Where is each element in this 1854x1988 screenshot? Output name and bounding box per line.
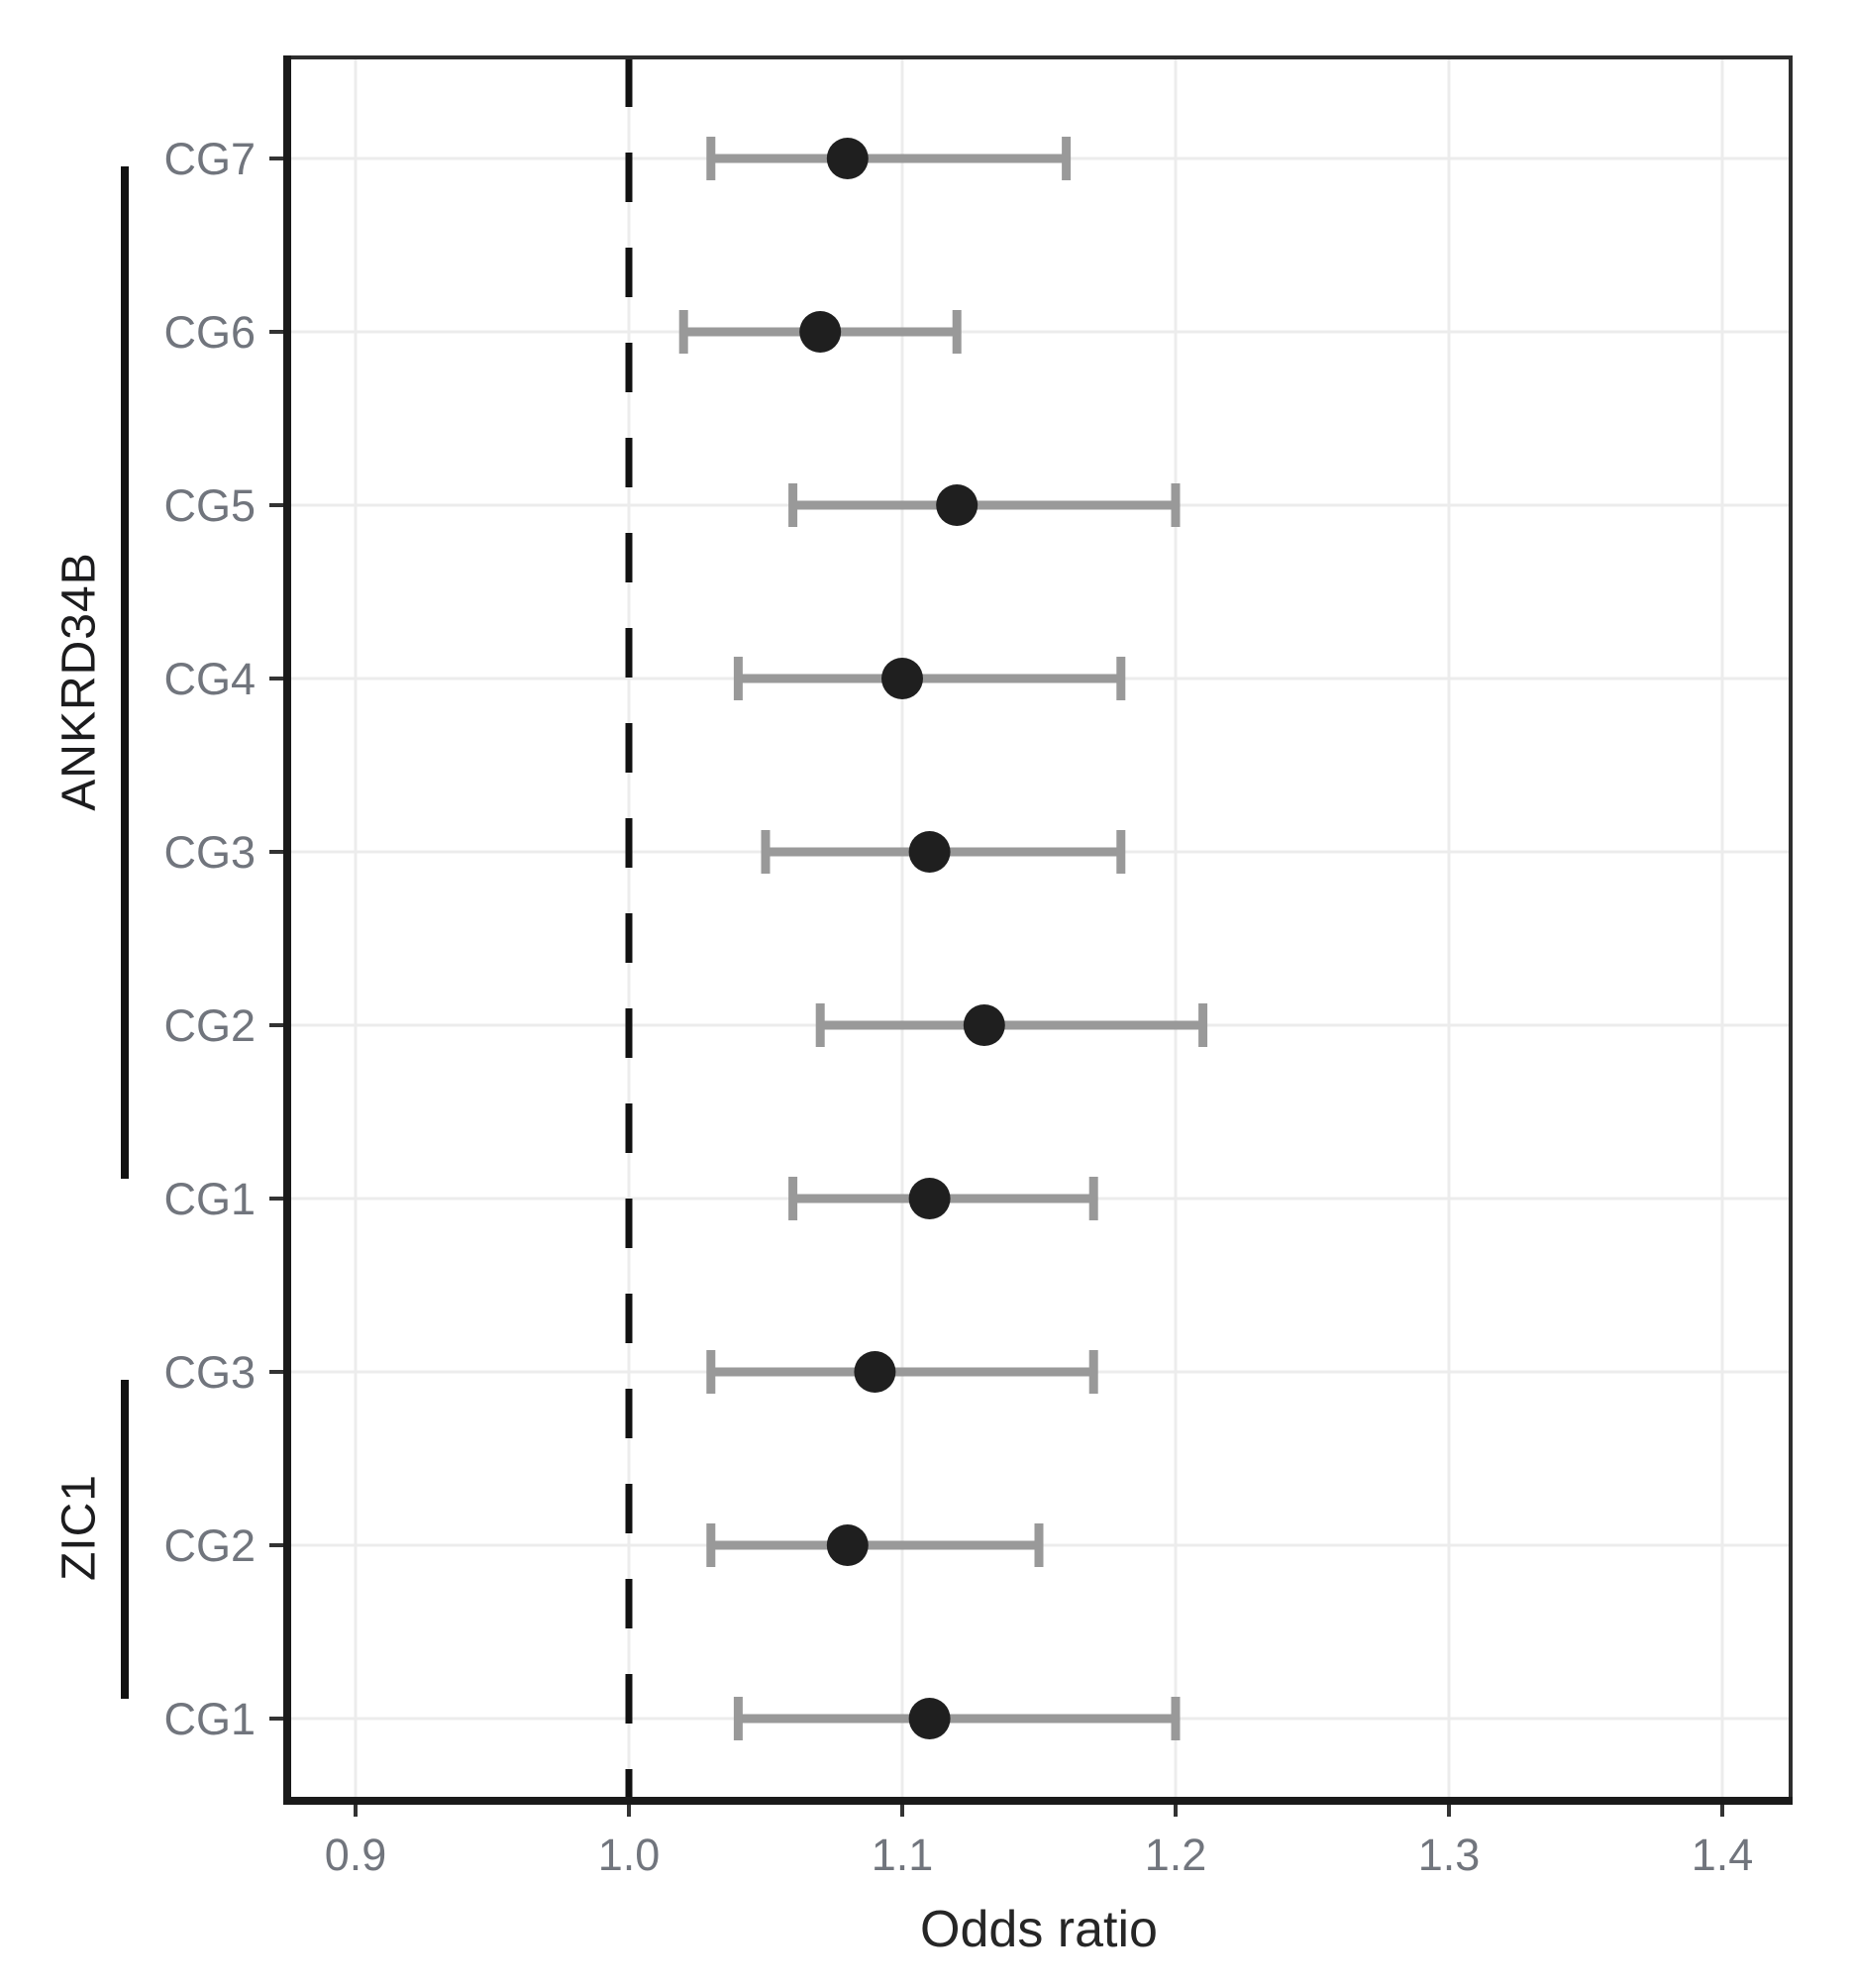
gene-label-ankrd34b: ANKRD34B: [52, 552, 106, 811]
row-label: CG2: [163, 1520, 256, 1571]
point-marker: [881, 658, 923, 699]
row-label: CG4: [163, 654, 256, 704]
point-marker: [799, 311, 842, 353]
row-label: CG3: [163, 1347, 256, 1398]
x-axis-title: Odds ratio: [920, 1901, 1158, 1958]
gene-label-zic1: ZIC1: [52, 1473, 106, 1582]
point-marker: [826, 1524, 869, 1566]
x-tick-label: 1.3: [1418, 1830, 1481, 1880]
point-marker: [963, 1004, 1005, 1046]
point-marker: [854, 1351, 896, 1393]
row-label: CG7: [163, 134, 256, 184]
point-marker: [908, 1178, 951, 1219]
x-tick-label: 1.1: [872, 1830, 934, 1880]
x-tick-label: 1.2: [1145, 1830, 1207, 1880]
point-marker: [826, 138, 869, 179]
point-marker: [936, 484, 978, 526]
row-label: CG2: [163, 1000, 256, 1051]
row-label: CG1: [163, 1174, 256, 1224]
row-label: CG1: [163, 1694, 256, 1744]
row-label: CG3: [163, 827, 256, 878]
x-tick-label: 1.0: [598, 1830, 661, 1880]
row-label: CG5: [163, 480, 256, 531]
x-tick-label: 1.4: [1692, 1830, 1754, 1880]
x-tick-label: 0.9: [325, 1830, 387, 1880]
point-marker: [908, 831, 951, 873]
row-label: CG6: [163, 307, 256, 358]
point-marker: [908, 1698, 951, 1739]
